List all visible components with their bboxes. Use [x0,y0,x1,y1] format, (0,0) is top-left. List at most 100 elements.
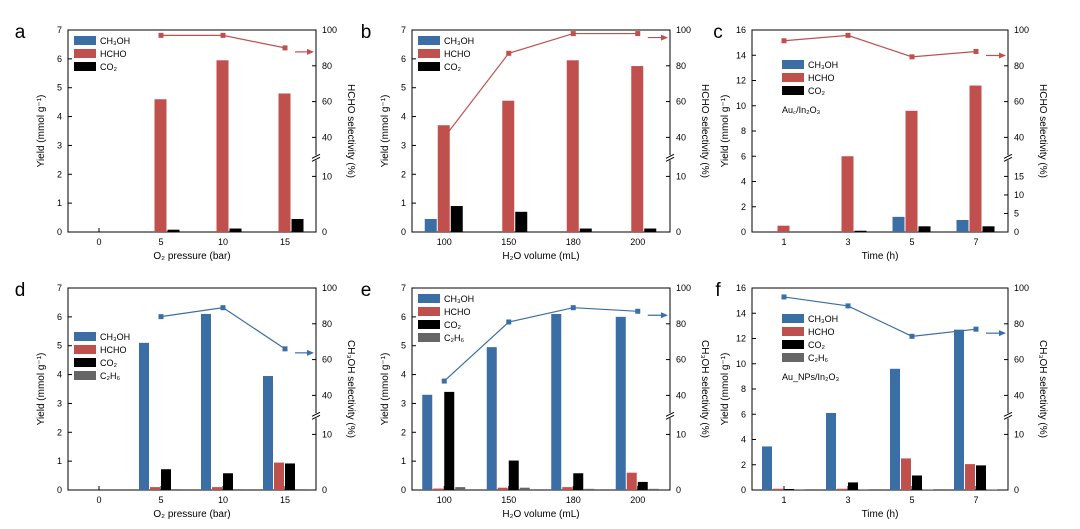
legend-label: CH₃OH [100,36,130,46]
y-tick-label: 12 [736,76,746,86]
legend-label: HCHO [444,307,471,317]
bar-f-CH₃OH-5 [890,369,900,490]
y2-tick-label: 80 [322,319,332,329]
y2-tick-label: 0 [676,485,681,495]
y-axis-label: Yield (mmol g⁻¹) [720,95,731,168]
bar-f-HCHO-5 [901,458,911,490]
legend-label: HCHO [444,49,471,59]
y-axis-label: Yield (mmol g⁻¹) [36,353,47,426]
selectivity-point [506,51,511,56]
panel-label: d [15,280,26,301]
selectivity-point [571,305,576,310]
y-tick-label: 0 [57,227,62,237]
selectivity-line [444,34,638,138]
selectivity-line [784,35,976,56]
selectivity-point [635,309,640,314]
legend-label: HCHO [808,73,835,83]
y2-tick-label: 80 [676,319,686,329]
bar-f-CO₂-1 [784,489,794,490]
bar-d-C₂H₆-5 [172,489,182,490]
bar-a-HCHO-15 [279,93,291,232]
legend-label: C₂H₆ [444,333,464,343]
y-tick-label: 4 [57,112,62,122]
y-tick-label: 3 [57,398,62,408]
bar-a-CO₂-10 [230,229,242,232]
y-tick-label: 4 [401,112,406,122]
y2-tick-label: 10 [676,429,686,439]
bar-d-C₂H₆-15 [296,489,306,490]
y-tick-label: 5 [401,83,406,93]
legend-label: C₂H₆ [808,353,828,363]
selectivity-point [782,294,787,299]
legend-swatch-C₂H₆ [74,371,96,380]
y2-tick-label: 60 [1014,97,1024,107]
y2-tick-label: 10 [1014,190,1024,200]
legend-swatch-CH₃OH [782,314,804,323]
selectivity-point [221,305,226,310]
bar-d-CO₂-15 [285,463,295,490]
selectivity-point [910,334,915,339]
bar-f-CH₃OH-1 [762,446,772,490]
x-tick-label: 100 [437,495,452,505]
y-tick-label: 2 [741,460,746,470]
bar-e-CH₃OH-100 [422,395,432,490]
selectivity-point [571,31,576,36]
bar-f-HCHO-1 [773,489,783,490]
legend-label: CH₃OH [444,36,474,46]
bar-e-HCHO-200 [627,473,637,490]
selectivity-point [221,33,226,38]
legend-swatch-C₂H₆ [782,353,804,362]
y2-axis-label: CH₃OH selectivity (%) [345,340,356,438]
catalyst-annotation: Au꜀/In₂O₃ [782,105,821,115]
y-tick-label: 16 [736,25,746,35]
y2-tick-label: 60 [676,355,686,365]
y-tick-label: 4 [401,370,406,380]
bar-c-CH₃OH-5 [893,217,905,232]
y2-tick-label: 80 [1014,61,1024,71]
bar-e-HCHO-150 [498,488,508,490]
bar-d-HCHO-15 [274,463,284,490]
selectivity-point [782,38,787,43]
legend-swatch-HCHO [74,345,96,354]
x-tick-label: 3 [845,237,850,247]
legend-swatch-CO₂ [418,320,440,329]
y-tick-label: 7 [57,283,62,293]
bar-a-HCHO-5 [155,99,167,232]
x-tick-label: 5 [158,237,163,247]
y-tick-label: 1 [401,456,406,466]
bar-d-CO₂-5 [161,469,171,490]
y-tick-label: 5 [57,83,62,93]
y-axis-label: Yield (mmol g⁻¹) [720,353,731,426]
bar-c-CO₂-3 [855,231,867,232]
legend-label: HCHO [808,327,835,337]
legend-label: CO₂ [808,86,826,96]
y-tick-label: 7 [401,25,406,35]
y-tick-label: 12 [736,334,746,344]
bar-e-CO₂-200 [638,482,648,490]
selectivity-point [846,33,851,38]
bar-f-CO₂-7 [976,465,986,490]
axis-arrow-head [661,35,668,41]
y2-tick-label: 100 [676,25,691,35]
y-tick-label: 2 [741,202,746,212]
y2-axis-label: HCHO selectivity (%) [345,84,356,178]
y2-tick-label: 100 [676,283,691,293]
x-tick-label: 7 [973,237,978,247]
selectivity-point [506,320,511,325]
y-tick-label: 0 [741,227,746,237]
y-tick-label: 6 [741,151,746,161]
selectivity-point [442,379,447,384]
bar-f-CO₂-5 [912,475,922,490]
y-tick-label: 0 [741,485,746,495]
y-tick-label: 2 [57,169,62,179]
y2-tick-label: 60 [322,355,332,365]
selectivity-point [283,346,288,351]
selectivity-point [846,303,851,308]
bar-e-HCHO-100 [433,489,443,490]
y-tick-label: 6 [57,54,62,64]
y2-axis-label: CH₃OH selectivity (%) [699,340,710,438]
x-tick-label: 1 [781,237,786,247]
